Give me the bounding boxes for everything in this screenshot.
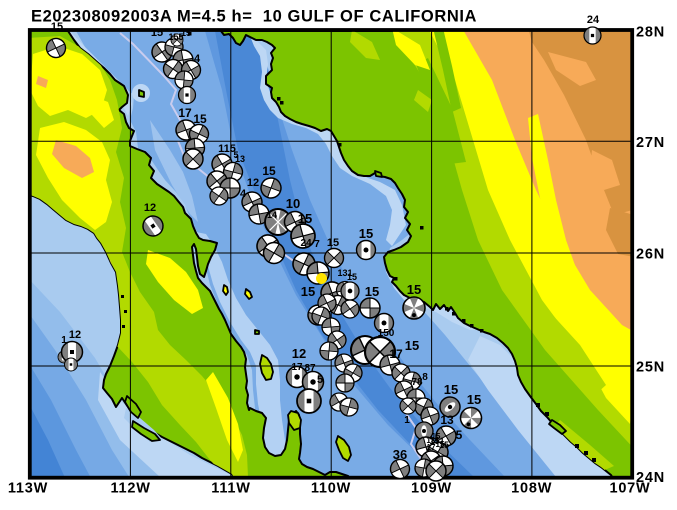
svg-text:15: 15	[262, 164, 276, 178]
svg-text:24N: 24N	[636, 470, 665, 486]
svg-text:17: 17	[389, 347, 403, 361]
svg-text:1: 1	[61, 335, 67, 346]
svg-text:36: 36	[393, 447, 407, 462]
svg-text:15: 15	[432, 432, 441, 441]
svg-text:5: 5	[233, 150, 238, 160]
svg-text:112W: 112W	[110, 481, 150, 497]
svg-text:15: 15	[327, 237, 339, 249]
svg-text:155: 155	[168, 32, 183, 42]
svg-text:78: 78	[411, 377, 423, 388]
svg-text:87: 87	[304, 363, 316, 374]
svg-text:15: 15	[405, 338, 419, 353]
svg-text:1: 1	[404, 415, 410, 426]
svg-text:150: 150	[378, 328, 395, 339]
svg-text:15: 15	[193, 112, 207, 126]
svg-text:12: 12	[69, 329, 81, 341]
svg-text:15: 15	[301, 284, 315, 299]
svg-text:15: 15	[439, 440, 449, 450]
svg-text:10: 10	[286, 196, 300, 211]
svg-text:110W: 110W	[311, 481, 351, 497]
svg-text:13: 13	[235, 154, 245, 164]
svg-text:107W: 107W	[609, 481, 650, 497]
svg-text:25N: 25N	[636, 360, 665, 376]
svg-text:109W: 109W	[411, 481, 452, 497]
svg-text:15: 15	[436, 440, 445, 449]
svg-text:17: 17	[291, 362, 303, 373]
svg-text:24: 24	[300, 238, 312, 249]
svg-text:15: 15	[51, 21, 63, 33]
svg-text:151: 151	[429, 436, 444, 446]
svg-text:17: 17	[178, 106, 192, 120]
svg-text:111W: 111W	[211, 481, 250, 497]
svg-text:28N: 28N	[636, 25, 665, 41]
svg-text:108W: 108W	[511, 481, 552, 497]
svg-text:12: 12	[292, 346, 306, 361]
svg-text:131: 131	[426, 436, 440, 445]
svg-text:113W: 113W	[8, 481, 48, 497]
svg-text:15: 15	[151, 27, 163, 39]
svg-text:15: 15	[359, 226, 373, 241]
svg-text:15: 15	[365, 284, 379, 299]
svg-text:15: 15	[347, 272, 357, 282]
svg-text:5: 5	[456, 428, 463, 442]
svg-text:12: 12	[144, 202, 156, 214]
svg-text:14: 14	[267, 210, 277, 220]
svg-text:8: 8	[422, 372, 428, 383]
svg-text:4: 4	[240, 188, 247, 200]
svg-text:15: 15	[407, 282, 421, 297]
svg-text:5: 5	[317, 374, 323, 386]
svg-text:15: 15	[181, 28, 191, 38]
svg-text:27N: 27N	[636, 135, 665, 151]
svg-text:131: 131	[337, 268, 352, 278]
svg-text:24: 24	[587, 14, 600, 26]
svg-text:E202308092003A M=4.5 h= 10 GU: E202308092003A M=4.5 h= 10 GULF OF CALIF…	[31, 8, 477, 26]
svg-text:15: 15	[467, 392, 481, 407]
svg-text:7: 7	[314, 239, 320, 250]
svg-text:17: 17	[427, 443, 436, 452]
svg-text:15: 15	[444, 382, 458, 397]
svg-text:13: 13	[440, 413, 454, 427]
svg-text:115: 115	[218, 143, 236, 155]
svg-text:4: 4	[194, 53, 201, 65]
svg-text:12: 12	[247, 177, 259, 189]
svg-text:15: 15	[298, 211, 312, 226]
svg-text:26N: 26N	[636, 247, 665, 263]
